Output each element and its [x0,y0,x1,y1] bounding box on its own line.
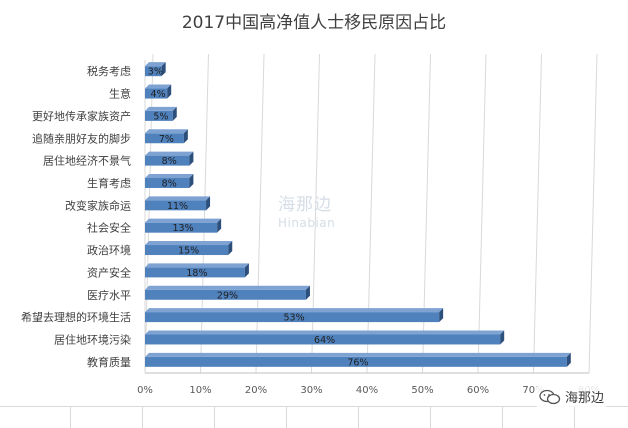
watermark-latin: Hinabian [278,216,336,230]
chart-title: 2017中国高净值人士移民原因占比 [182,13,446,33]
gridline [588,53,598,374]
data-label: 3% [148,67,163,78]
x-tick-label: 20% [245,385,267,396]
x-tick-label: 40% [356,385,378,396]
x-tick-label: 60% [467,385,489,396]
bar [145,245,229,256]
category-label: 居住地经济不景气 [43,154,131,168]
category-label: 生意 [109,87,131,101]
bar-top [145,62,166,67]
bar-top [145,173,194,178]
bar-side [183,129,188,144]
bar-top [145,106,177,111]
wechat-icon [539,389,561,404]
data-label: 5% [153,111,168,122]
data-label: 13% [173,223,194,234]
gridline [200,53,209,374]
category-label: 生育考虑 [87,176,131,190]
bar-side [228,241,233,256]
watermark-text: 海那边 [278,195,332,215]
gridline [144,53,154,374]
gridline [422,53,431,374]
category-label: 政治环境 [87,243,131,257]
x-tick-label: 50% [411,385,433,396]
gridlines [144,53,598,374]
data-label: 53% [284,313,305,324]
category-label: 追随亲朋好友的脚步 [32,131,131,145]
data-label: 15% [178,246,199,257]
category-label: 希望去理想的环境生活 [21,310,131,324]
brand-label: 海那边 [565,391,605,406]
bar-top [145,196,211,201]
bar-side [439,308,444,323]
bar-side [206,196,211,211]
bar [145,88,168,99]
bar [145,66,162,77]
category-label: 社会安全 [87,221,131,235]
gridline [366,53,376,374]
bar-side [566,352,571,367]
x-tick-label: 30% [300,385,322,396]
bar [145,267,245,278]
bar-side [189,173,194,188]
bar-side [217,218,222,233]
brand-badge: 海那边 [535,386,609,407]
category-label: 教育质量 [87,355,131,369]
watermark: 海那边 Hinabian [278,196,335,232]
data-label: 18% [186,268,207,279]
bar-top [145,263,249,268]
bar-top [145,218,222,223]
bar [145,356,567,367]
data-label: 76% [347,357,368,368]
spreadsheet-gridlines [0,406,628,428]
bar [145,133,184,144]
category-label: 改变家族命运 [65,198,131,212]
data-label: 4% [151,89,166,100]
data-label: 11% [167,201,188,212]
bar [145,312,440,323]
bar-side [167,84,172,99]
bar [145,155,190,166]
bar [145,200,207,211]
category-labels: 税务考虑生意更好地传承家族资产追随亲朋好友的脚步居住地经济不景气生育考虑改变家族… [21,64,131,369]
gridline [255,53,265,374]
bar-top [145,84,172,89]
x-tick-label: 10% [189,385,211,396]
bar-top [145,241,233,246]
gridline [477,53,487,374]
data-label: 7% [159,134,174,145]
data-label: 64% [314,335,335,346]
category-label: 更好地传承家族资产 [32,109,131,123]
x-tick-label: 70% [522,385,544,396]
bar-top [145,308,444,313]
data-label: 8% [162,178,177,189]
bar [145,289,306,300]
bar [145,177,190,188]
category-label: 税务考虑 [87,64,131,78]
data-label: 29% [217,290,238,301]
category-label: 资产安全 [87,265,131,279]
bar [145,334,501,345]
gridline [533,53,542,374]
bar-side [189,151,194,166]
bars-group: 3% 4% 5% 7% 8% 8% 11% 13% 15% 18% 29% 53% 64% 76% [145,62,571,368]
bar-side [172,106,177,121]
bar-side [500,330,505,345]
bar-top [145,330,505,335]
bar-top [145,285,310,290]
bar [145,222,218,233]
bar-side [305,285,310,300]
x-tick-label: 0% [137,385,153,396]
bar-top [145,151,194,156]
category-label: 医疗水平 [87,288,131,302]
x-tick-labels: 0%10%20%30%40%50%60%70%80% [137,385,600,396]
bar-top [145,129,188,134]
data-label: 8% [162,156,177,167]
bar-top [145,352,571,357]
bar-side [244,263,249,278]
category-label: 居住地环境污染 [54,332,131,346]
bar [145,110,173,121]
bar-side [161,62,166,77]
